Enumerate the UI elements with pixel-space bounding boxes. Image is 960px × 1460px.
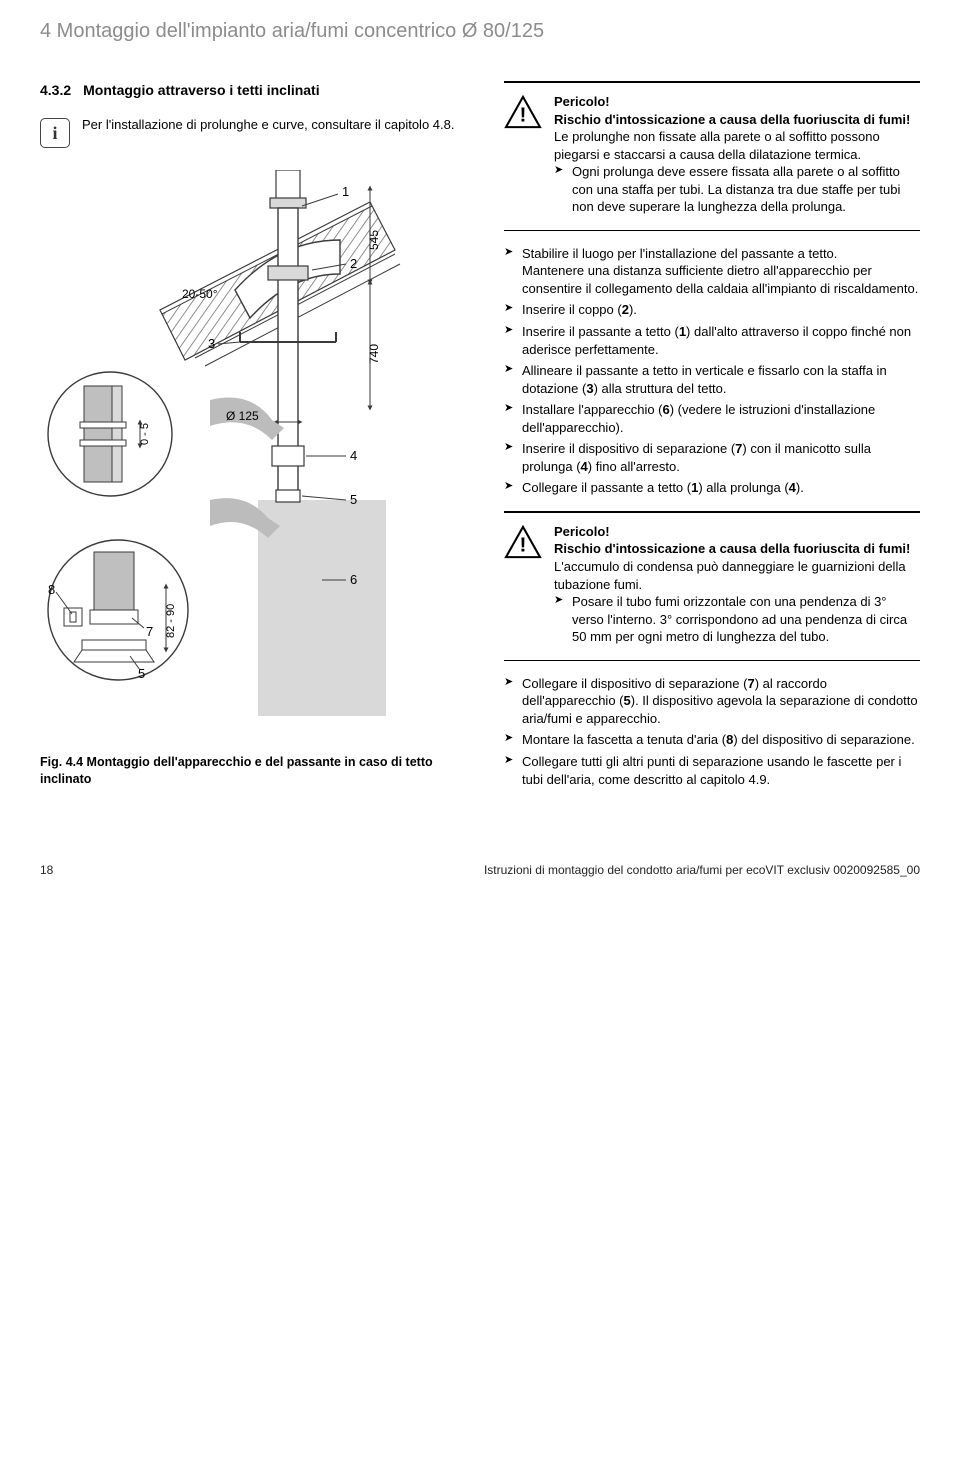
section-number: 4.3.2 — [40, 81, 71, 100]
list-item: Ogni prolunga deve essere fissata alla p… — [554, 163, 920, 216]
list-item: Collegare il passante a tetto (1) alla p… — [504, 479, 920, 497]
divider — [504, 511, 920, 513]
list-item: Inserire il passante a tetto (1) dall'al… — [504, 323, 920, 358]
figure-caption: Fig. 4.4 Montaggio dell'apparecchio e de… — [40, 754, 480, 789]
section-heading: 4.3.2 Montaggio attraverso i tetti incli… — [40, 81, 480, 100]
warning-title: Pericolo! — [554, 523, 920, 541]
list-item: Collegare tutti gli altri punti di separ… — [504, 753, 920, 788]
svg-text:Ø 125: Ø 125 — [226, 409, 259, 423]
section-title: Montaggio attraverso i tetti inclinati — [83, 81, 319, 100]
divider — [504, 230, 920, 231]
info-icon: i — [40, 118, 70, 148]
page-number: 18 — [40, 862, 53, 878]
doc-id: Istruzioni di montaggio del condotto ari… — [484, 862, 920, 878]
list-item: Allineare il passante a tetto in vertica… — [504, 362, 920, 397]
svg-text:545: 545 — [367, 230, 381, 250]
divider — [504, 660, 920, 661]
step-text: Stabilire il luogo per l'installazione d… — [522, 246, 918, 296]
figure-diagram: 0 - 5 82 - 90 545 740 20-50° — [40, 170, 480, 730]
svg-text:7: 7 — [146, 624, 153, 639]
left-column: 4.3.2 Montaggio attraverso i tetti incli… — [40, 81, 480, 792]
list-item: Installare l'apparecchio (6) (vedere le … — [504, 401, 920, 436]
svg-text:!: ! — [520, 533, 527, 556]
svg-text:20-50°: 20-50° — [182, 287, 218, 301]
info-note: i Per l'installazione di prolunghe e cur… — [40, 116, 480, 148]
warning-danger-2: ! Pericolo! Rischio d'intossicazione a c… — [504, 523, 920, 650]
svg-text:0 - 5: 0 - 5 — [139, 423, 151, 445]
svg-text:740: 740 — [367, 344, 381, 364]
list-item: Collegare il dispositivo di separazione … — [504, 675, 920, 728]
step-list-2: Collegare il dispositivo di separazione … — [504, 675, 920, 788]
list-item: Montare la fascetta a tenuta d'aria (8) … — [504, 731, 920, 749]
warning-subtitle: Rischio d'intossicazione a causa della f… — [554, 540, 920, 558]
svg-text:2: 2 — [350, 256, 357, 271]
warning-subtitle: Rischio d'intossicazione a causa della f… — [554, 111, 920, 129]
list-item: Posare il tubo fumi orizzontale con una … — [554, 593, 920, 646]
warning-list: Posare il tubo fumi orizzontale con una … — [554, 593, 920, 646]
page-title: 4 Montaggio dell'impianto aria/fumi conc… — [40, 18, 920, 45]
svg-text:1: 1 — [342, 184, 349, 199]
page-footer: 18 Istruzioni di montaggio del condotto … — [40, 862, 920, 878]
step-list-1: Stabilire il luogo per l'installazione d… — [504, 245, 920, 497]
svg-text:!: ! — [520, 103, 527, 126]
list-item: Stabilire il luogo per l'installazione d… — [504, 245, 920, 298]
svg-text:5: 5 — [350, 492, 357, 507]
info-text: Per l'installazione di prolunghe e curve… — [82, 116, 454, 134]
warning-title: Pericolo! — [554, 93, 920, 111]
list-item: Inserire il coppo (2). — [504, 301, 920, 319]
warning-danger-1: ! Pericolo! Rischio d'intossicazione a c… — [504, 93, 920, 220]
warning-body: Le prolunghe non fissate alla parete o a… — [554, 128, 920, 163]
svg-text:8: 8 — [48, 582, 55, 597]
warning-icon: ! — [504, 525, 542, 559]
svg-text:4: 4 — [350, 448, 357, 463]
warning-icon: ! — [504, 95, 542, 129]
right-column: ! Pericolo! Rischio d'intossicazione a c… — [504, 81, 920, 792]
svg-text:6: 6 — [350, 572, 357, 587]
warning-list: Ogni prolunga deve essere fissata alla p… — [554, 163, 920, 216]
list-item: Inserire il dispositivo di separazione (… — [504, 440, 920, 475]
svg-text:82 - 90: 82 - 90 — [165, 604, 177, 638]
warning-body: L'accumulo di condensa può danneggiare l… — [554, 558, 920, 593]
divider — [504, 81, 920, 83]
svg-text:3: 3 — [208, 336, 215, 351]
